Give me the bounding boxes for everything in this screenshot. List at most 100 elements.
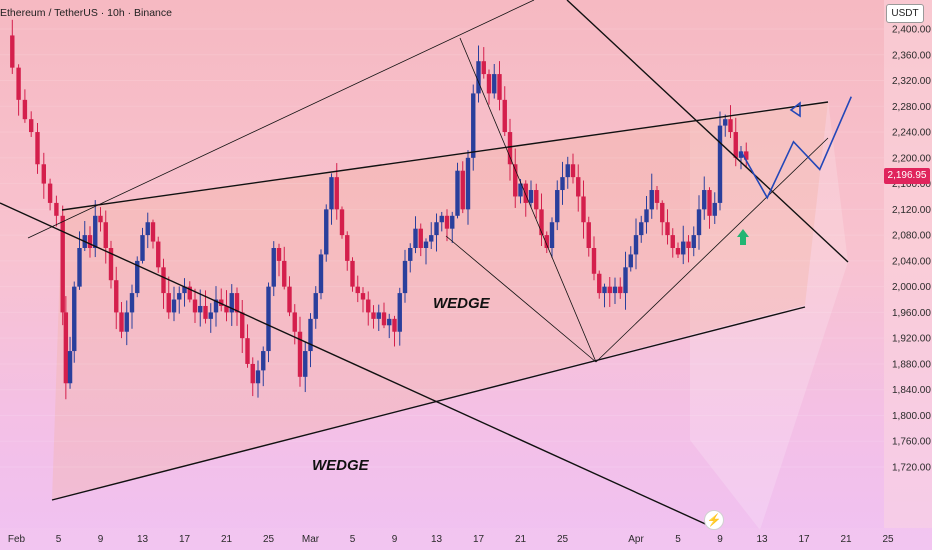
candle-body: [318, 254, 324, 294]
candle-body: [182, 286, 187, 294]
candle-body: [324, 209, 329, 255]
candle-body: [413, 228, 418, 248]
candle-body: [591, 248, 597, 274]
candle-body: [166, 293, 171, 313]
wedge-label-inner: WEDGE: [433, 295, 491, 312]
candle-body: [528, 190, 534, 203]
up-arrow-icon: [737, 229, 749, 245]
candle-body: [297, 331, 303, 377]
candle-body: [628, 254, 633, 268]
candle-body: [549, 222, 555, 248]
candle-body: [654, 190, 660, 203]
wedge-line-lower-support: [51, 306, 806, 501]
candle-body: [639, 222, 644, 236]
candle-body: [67, 351, 73, 384]
time-tick-label: 21: [221, 534, 233, 545]
candle-body: [502, 99, 507, 133]
candle-body: [224, 305, 229, 313]
price-tick-label: 1,720.00: [892, 463, 931, 474]
time-tick-label: 5: [350, 534, 356, 545]
candle-body: [124, 312, 129, 332]
wedge-line-upper-resistance: [61, 101, 829, 211]
candle-body: [371, 312, 376, 319]
candle-body: [681, 241, 686, 255]
candle-body: [114, 280, 119, 313]
candle-body: [392, 318, 397, 332]
time-tick-label: 17: [798, 534, 810, 545]
candle-body: [140, 235, 145, 261]
time-tick-label: 25: [263, 534, 275, 545]
candle-body: [717, 125, 723, 203]
candle-body: [597, 273, 602, 294]
candle-body: [54, 202, 59, 216]
price-axis[interactable]: 2,400.00 2,360.00 2,320.00 2,280.00 2,240.00…: [892, 25, 931, 474]
candle-body: [261, 351, 266, 371]
candle-body: [192, 299, 198, 313]
candle-body: [576, 177, 581, 197]
price-tick-label: 2,000.00: [892, 282, 931, 293]
candle-body: [145, 222, 150, 236]
time-tick-label: 21: [840, 534, 852, 545]
candle-body: [213, 299, 219, 313]
candle-body: [408, 248, 413, 261]
candle-body: [339, 209, 345, 236]
candle-body: [103, 222, 108, 248]
price-axis-background: [884, 0, 932, 528]
candle-body: [87, 235, 93, 248]
time-tick-label: Apr: [628, 534, 644, 545]
candle-body: [129, 293, 135, 313]
upper-wedge-overlay: [52, 102, 828, 500]
candle-body: [135, 260, 140, 294]
candle-body: [481, 61, 486, 75]
candle-body: [465, 157, 471, 210]
candle-body: [612, 286, 618, 294]
candle-body: [156, 241, 161, 268]
candle-body: [198, 305, 203, 313]
inner-wedge-line-rising: [595, 137, 829, 363]
candle-body: [229, 293, 234, 313]
candle-body: [712, 202, 717, 216]
price-tick-label: 1,920.00: [892, 334, 931, 345]
candle-body: [376, 312, 381, 319]
candle-body: [245, 338, 250, 364]
candle-body: [119, 312, 124, 332]
candle-body: [455, 170, 460, 216]
time-tick-label: 13: [756, 534, 768, 545]
time-axis[interactable]: Feb 5 9 13 17 21 25 Mar 5 9 13 17 21 25 Apr 5 9 13 17 21 25: [8, 534, 894, 545]
candle-body: [560, 177, 565, 191]
candle-body: [16, 67, 21, 100]
candle-body: [534, 190, 539, 210]
candle-body: [60, 215, 65, 313]
candle-body: [47, 183, 53, 203]
candle-body: [381, 312, 387, 326]
candle-body: [439, 215, 444, 223]
candle-body: [250, 363, 255, 384]
time-tick-label: 9: [717, 534, 723, 545]
candle-body: [460, 170, 465, 210]
candle-body: [397, 293, 402, 332]
time-axis-background: [0, 528, 932, 550]
lightning-icon[interactable]: ⚡: [704, 510, 724, 530]
time-tick-label: 17: [179, 534, 191, 545]
candle-body: [581, 196, 586, 223]
price-tick-label: 1,840.00: [892, 385, 931, 396]
candle-body: [402, 260, 408, 294]
candle-body: [63, 312, 69, 384]
candle-body: [507, 132, 513, 165]
candle-body: [744, 151, 749, 160]
candle-body: [492, 74, 497, 94]
symbol-title: Ethereum / TetherUS · 10h · Binance: [0, 7, 172, 19]
candle-body: [518, 183, 523, 197]
candle-body: [171, 299, 177, 313]
current-price-tag: 2,196.95: [884, 168, 930, 184]
candle-body: [476, 61, 481, 94]
candle-body: [607, 286, 612, 294]
price-tick-label: 1,880.00: [892, 359, 931, 370]
candle-body: [334, 177, 339, 210]
candle-body: [360, 293, 366, 300]
candle-body: [570, 164, 576, 178]
candle-body: [539, 209, 544, 236]
currency-badge[interactable]: USDT: [886, 4, 924, 23]
